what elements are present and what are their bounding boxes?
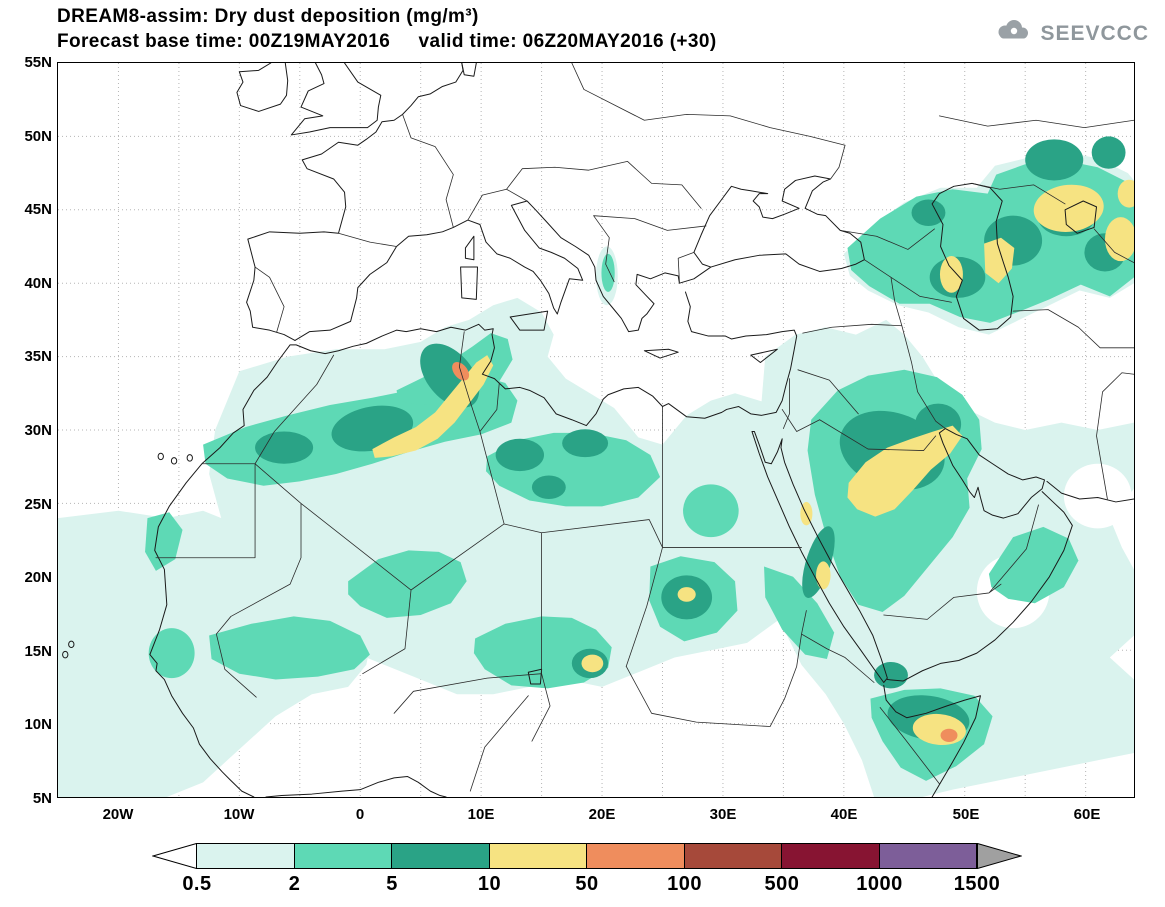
- colorbar-segment: [391, 843, 490, 869]
- x-tick-label: 0: [355, 806, 365, 823]
- colorbar-labels: 0.5 2 5 10 50 100 500 1000 1500: [152, 873, 1022, 899]
- colorbar-segment: [586, 843, 685, 869]
- colorbar-tick-label: 500: [764, 873, 800, 895]
- y-tick-label: 5N: [32, 790, 52, 807]
- colorbar-segment: [683, 843, 782, 869]
- colorbar-tick-label: 0.5: [182, 873, 212, 895]
- map-canvas: [58, 63, 1134, 797]
- colorbar-tick-label: 10: [477, 873, 502, 895]
- y-tick-label: 40N: [24, 275, 52, 292]
- country-borders-layer: [156, 63, 1134, 791]
- y-tick-label: 10N: [24, 716, 52, 733]
- x-tick-label: 10W: [223, 806, 255, 823]
- colorbar-tick-label: 2: [288, 873, 301, 895]
- colorbar-arrow-high: [977, 843, 1022, 869]
- y-tick-label: 20N: [24, 569, 52, 586]
- colorbar-tick-label: 100: [667, 873, 702, 895]
- y-tick-label: 50N: [24, 128, 52, 145]
- x-tick-label: 10E: [467, 806, 495, 823]
- colorbar-tick-label: 1500: [953, 873, 1001, 895]
- x-tick-label: 30E: [709, 806, 737, 823]
- y-tick-label: 35N: [24, 348, 52, 365]
- y-tick-label: 55N: [24, 54, 52, 71]
- y-tick-label: 15N: [24, 643, 52, 660]
- logo-text: SEEVCCC: [1040, 21, 1149, 45]
- colorbar-tick-label: 1000: [856, 873, 903, 895]
- x-tick-label: 60E: [1073, 806, 1101, 823]
- colorbar-tick-label: 50: [575, 873, 599, 895]
- x-tick-label: 40E: [830, 806, 858, 823]
- forecast-time-line: Forecast base time: 00Z19MAY2016 valid t…: [57, 31, 717, 52]
- colorbar-arrow-low: [152, 843, 197, 869]
- colorbar-segment: [293, 843, 392, 869]
- map-plot-area: [57, 62, 1135, 798]
- y-tick-label: 25N: [24, 496, 52, 513]
- x-tick-label: 20E: [588, 806, 616, 823]
- colorbar-tick-label: 5: [386, 873, 398, 895]
- colorbar: [152, 843, 1022, 869]
- x-tick-label: 50E: [952, 806, 980, 823]
- seevccc-logo: SEEVCCC: [993, 18, 1149, 49]
- colorbar-segment: [196, 843, 295, 869]
- colorbar-segment: [878, 843, 977, 869]
- colorbar-segment: [488, 843, 587, 869]
- dust-shading-layer: [58, 136, 1134, 797]
- page-title: DREAM8-assim: Dry dust deposition (mg/m³…: [57, 6, 479, 27]
- y-tick-label: 45N: [24, 201, 52, 218]
- y-tick-label: 30N: [24, 422, 52, 439]
- x-tick-label: 20W: [102, 806, 134, 823]
- cloud-icon: [993, 18, 1033, 49]
- colorbar-segment: [781, 843, 880, 869]
